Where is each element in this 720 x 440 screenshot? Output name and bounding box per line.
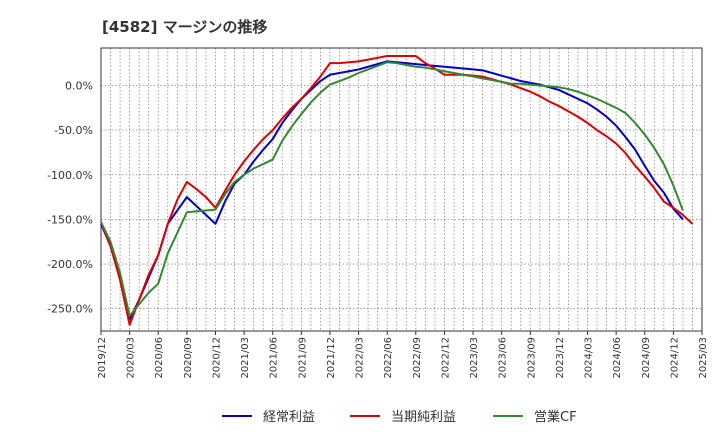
x-tick-label: 2023/06 bbox=[498, 337, 509, 379]
x-tick-label: 2023/09 bbox=[526, 337, 537, 379]
series-line-営業CF bbox=[100, 61, 684, 317]
plot-frame bbox=[100, 47, 703, 332]
legend-label: 営業CF bbox=[534, 409, 577, 425]
x-tick-label: 2020/03 bbox=[126, 337, 137, 379]
x-tick-label: 2023/03 bbox=[469, 337, 480, 379]
y-tick-label: 0.0% bbox=[65, 79, 93, 92]
x-tick-label: 2022/03 bbox=[355, 337, 366, 379]
chart-title: [4582] マージンの推移 bbox=[102, 18, 268, 36]
y-tick-label: -250.0% bbox=[47, 303, 93, 316]
x-tick-label: 2024/09 bbox=[641, 337, 652, 379]
x-tick-label: 2021/09 bbox=[297, 337, 308, 379]
y-tick-label: -150.0% bbox=[47, 213, 93, 226]
x-tick-label: 2023/12 bbox=[555, 337, 566, 379]
x-tick-label: 2022/09 bbox=[412, 337, 423, 379]
x-tick-label: 2025/03 bbox=[698, 337, 709, 379]
series-line-当期純利益 bbox=[100, 55, 694, 326]
x-tick-label: 2021/12 bbox=[326, 337, 337, 379]
plot-area bbox=[101, 48, 702, 331]
legend-label: 当期純利益 bbox=[391, 410, 456, 425]
x-tick-label: 2021/03 bbox=[240, 337, 251, 379]
y-tick-label: -50.0% bbox=[54, 124, 93, 137]
legend-label: 経常利益 bbox=[263, 410, 315, 425]
x-tick-label: 2020/06 bbox=[154, 337, 165, 379]
x-tick-label: 2024/06 bbox=[612, 337, 623, 379]
x-tick-label: 2020/12 bbox=[211, 337, 222, 379]
x-tick-label: 2022/06 bbox=[383, 337, 394, 379]
y-tick-label: -200.0% bbox=[47, 258, 93, 271]
x-tick-label: 2024/03 bbox=[584, 337, 595, 379]
x-tick-label: 2024/12 bbox=[669, 337, 680, 379]
y-tick-label: -100.0% bbox=[47, 169, 93, 182]
x-tick-label: 2020/09 bbox=[183, 337, 194, 379]
x-tick-label: 2021/06 bbox=[269, 337, 280, 379]
x-tick-label: 2022/12 bbox=[440, 337, 451, 379]
x-tick-label: 2019/12 bbox=[97, 337, 108, 379]
